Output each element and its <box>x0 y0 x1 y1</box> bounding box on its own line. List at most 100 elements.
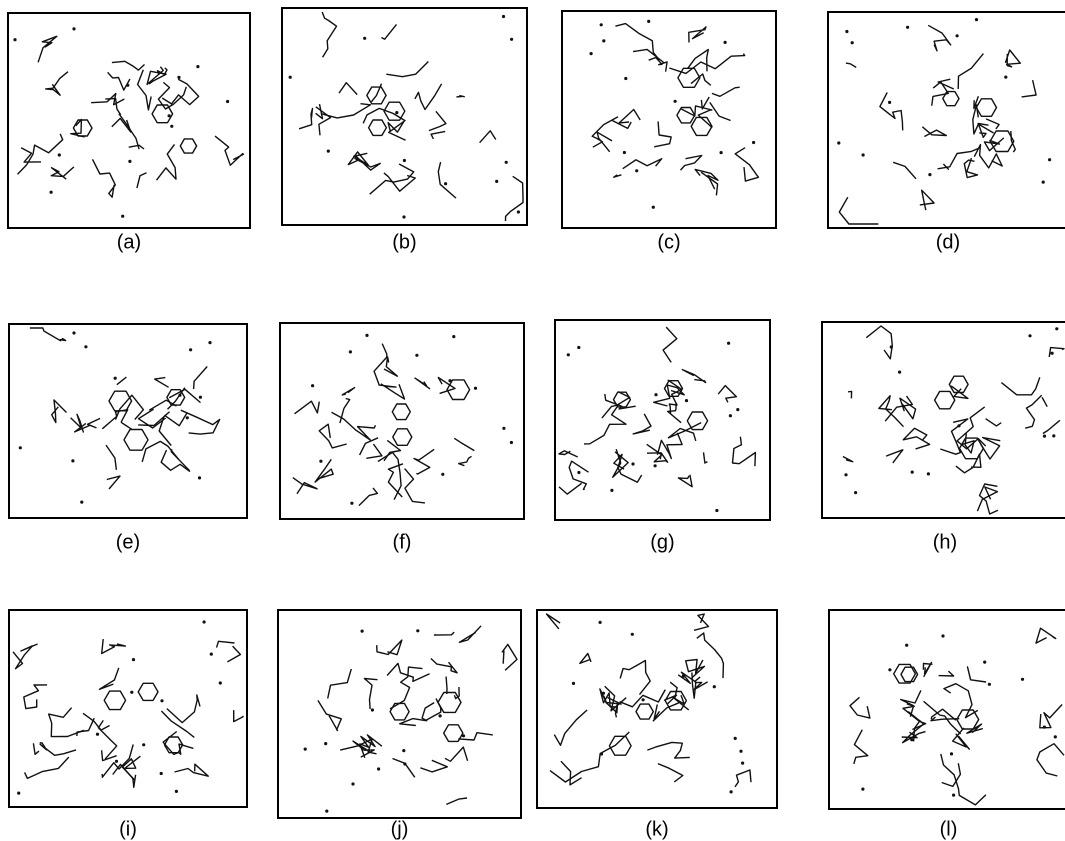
molecule-atom <box>509 440 513 445</box>
molecule-stick <box>923 700 962 735</box>
molecule-atom <box>888 100 892 104</box>
molecule-stick <box>369 163 415 195</box>
molecule-stick <box>166 694 201 724</box>
molecule-stick <box>387 121 405 133</box>
molecule-stick <box>596 131 613 153</box>
molecule-atom <box>941 634 945 638</box>
molecule-ring <box>893 663 917 684</box>
molecule-atom <box>126 83 130 87</box>
molecule-atom <box>325 809 329 813</box>
molecule-stick <box>45 71 69 96</box>
molecule-stick <box>160 449 191 473</box>
molecule-atom <box>837 141 841 145</box>
molecule-atom <box>641 698 645 702</box>
molecule-atom <box>723 40 727 45</box>
molecule-atom <box>324 742 328 746</box>
molecule-stick <box>686 48 709 72</box>
molecule-stick <box>884 395 913 422</box>
molecule-stick <box>677 671 708 691</box>
molecule-ring <box>383 101 406 121</box>
molecule-stick <box>717 384 738 403</box>
molecule-stick <box>646 452 669 463</box>
molecule-stick <box>39 742 77 756</box>
molecule-stick <box>294 400 320 415</box>
molecule-stick <box>421 702 435 722</box>
panel-frame <box>554 319 771 521</box>
molecule-stick <box>48 707 85 738</box>
molecule-stick <box>656 432 683 460</box>
molecule-atom <box>348 350 352 354</box>
molecule-atom <box>928 173 932 177</box>
molecule-stick <box>1048 346 1065 358</box>
molecule-stick <box>1039 704 1063 729</box>
molecule-ring <box>690 116 713 137</box>
molecule-ring <box>103 690 127 711</box>
molecule-stick <box>622 158 663 170</box>
molecule-stick <box>359 734 383 759</box>
molecule-stick <box>696 632 725 679</box>
molecule-atom <box>599 752 604 756</box>
molecule-stick <box>23 756 70 780</box>
molecule-stick <box>414 377 431 390</box>
molecule-ring <box>443 724 464 743</box>
molecule-stick <box>76 717 95 737</box>
molecule-stick <box>865 325 893 360</box>
molecule-stick <box>931 81 949 106</box>
molecule-stick <box>315 106 332 136</box>
molecule-stick <box>37 35 58 63</box>
molecule-ring <box>635 703 654 720</box>
molecule-atom <box>504 160 508 164</box>
molecule-ring <box>956 709 980 730</box>
molecule-ring <box>900 666 919 683</box>
molecule-stick <box>922 662 933 670</box>
molecule-atom <box>681 674 685 678</box>
molecule-ring <box>446 379 471 401</box>
molecule-stick <box>20 147 42 163</box>
molecule-atom <box>370 708 374 712</box>
molecule-stick <box>114 394 145 420</box>
molecule-atom <box>854 491 858 495</box>
panel-caption: (c) <box>657 231 680 253</box>
molecule-stick <box>347 151 369 166</box>
molecule-stick <box>669 53 746 75</box>
molecule-stick <box>180 409 221 435</box>
molecule-atom <box>850 41 854 45</box>
panel-caption: (l) <box>940 818 958 840</box>
molecule-ring <box>367 119 388 137</box>
molecule-atom <box>510 37 514 41</box>
molecule-stick <box>613 174 622 178</box>
molecule-stick <box>155 143 177 181</box>
molecule-atom <box>196 65 200 69</box>
molecule-stick <box>458 625 482 643</box>
molecule-stick <box>413 448 435 475</box>
molecule-stick <box>942 163 949 170</box>
molecule-stick <box>314 458 334 483</box>
molecule-atom <box>18 446 22 450</box>
molecule-atom <box>121 214 125 218</box>
molecule-atom <box>631 462 635 466</box>
molecule-ring <box>366 86 387 105</box>
molecule-stick <box>298 107 314 130</box>
molecule-stick <box>170 449 191 472</box>
panel-frame <box>8 609 248 808</box>
panel-frame <box>828 609 1065 810</box>
molecule-atom <box>84 345 88 349</box>
molecule-atom <box>983 660 987 664</box>
molecule-stick <box>605 696 622 718</box>
molecule-stick <box>985 118 1000 130</box>
molecule-atom <box>160 699 164 703</box>
molecule-stick <box>845 62 857 68</box>
molecule-stick <box>428 110 447 132</box>
molecule-stick <box>734 769 752 788</box>
molecule-stick <box>16 133 64 175</box>
molecule-stick <box>568 460 589 491</box>
molecule-stick <box>317 700 342 732</box>
molecule-stick <box>619 659 651 696</box>
molecule-stick <box>111 60 145 71</box>
molecule-stick <box>358 487 379 507</box>
molecule-atom <box>226 99 230 104</box>
molecule-stick <box>647 741 690 759</box>
molecule-stick <box>453 437 475 452</box>
molecule-stick <box>318 423 347 449</box>
molecule-atom <box>197 476 202 480</box>
